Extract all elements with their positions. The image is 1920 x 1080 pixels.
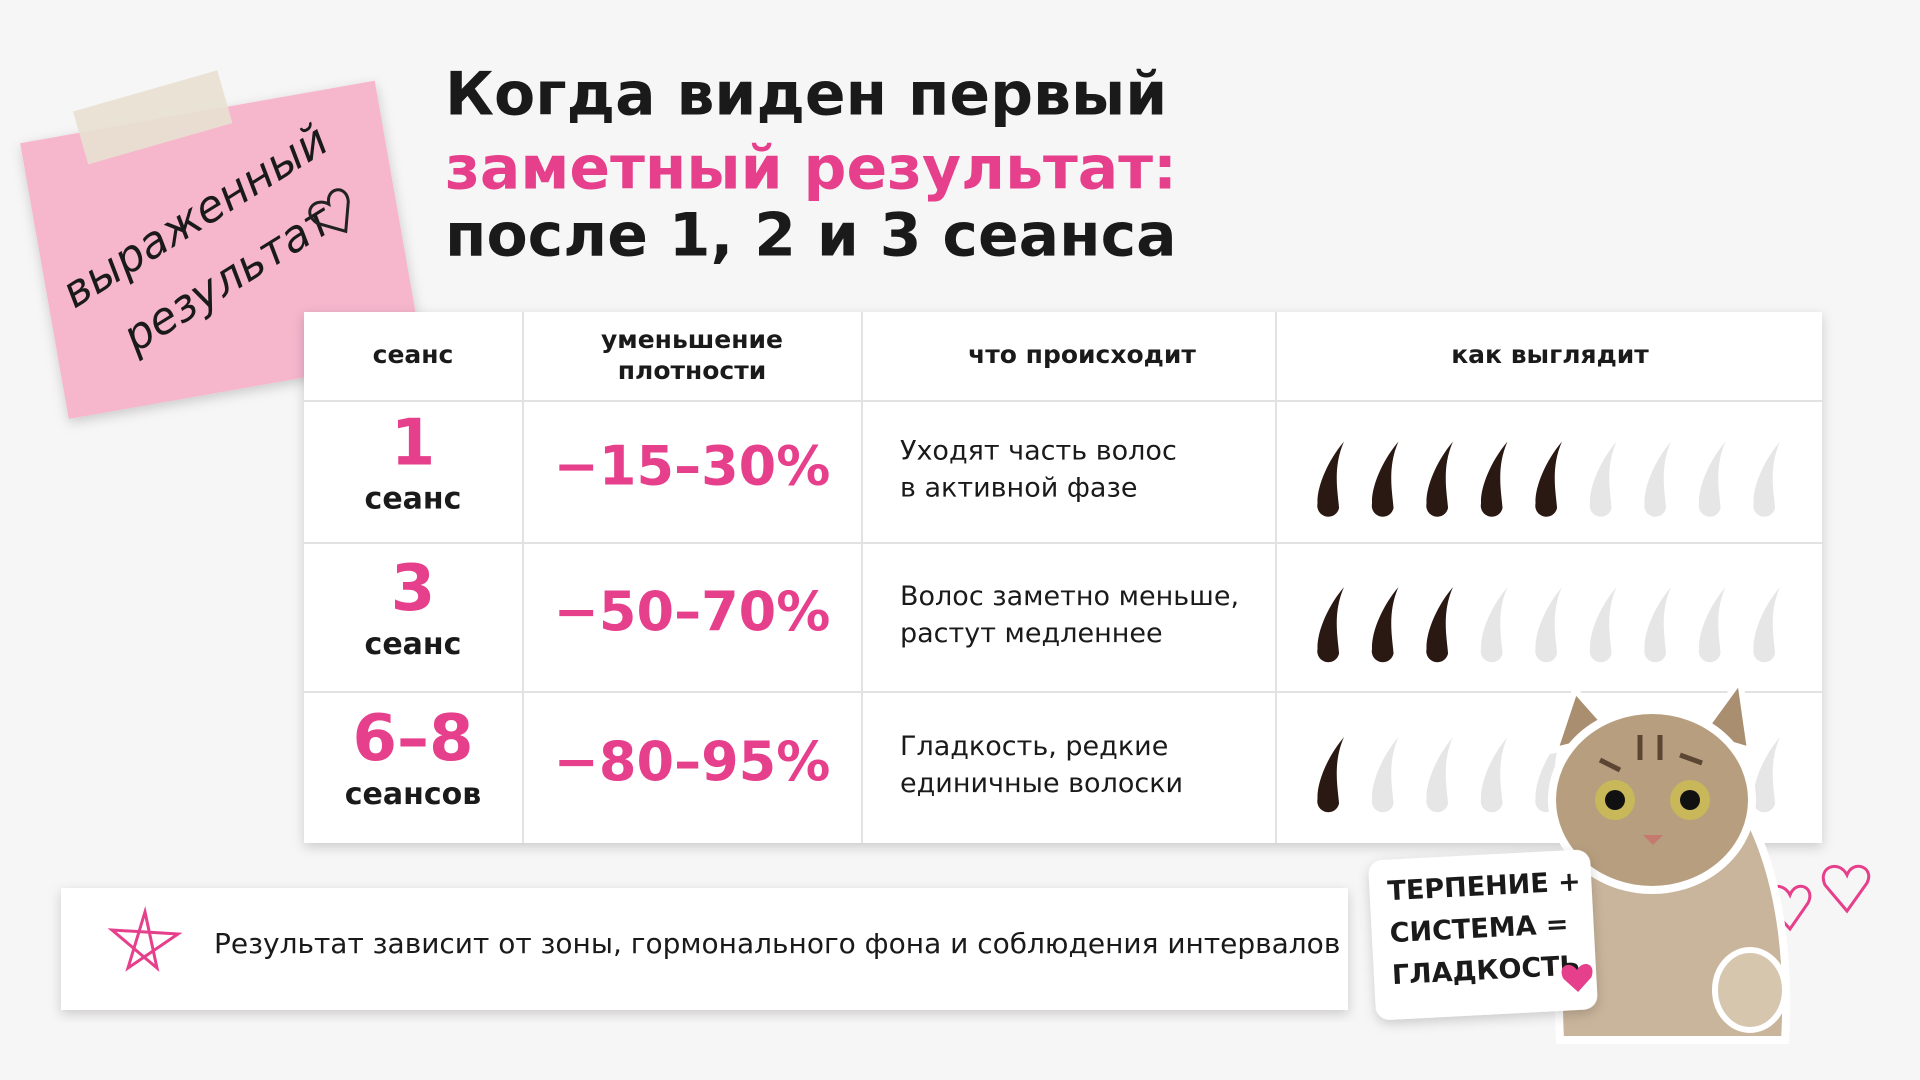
hair-light <box>1589 587 1617 663</box>
heart-doodle <box>1764 884 1812 932</box>
description: Волос заметно меньше, <box>900 581 1239 612</box>
heart-icon <box>1561 963 1593 992</box>
note-paper <box>61 888 1348 1010</box>
hair-dark <box>1426 587 1453 663</box>
hair-dark <box>1426 441 1453 517</box>
reduction: −80–95% <box>554 730 831 793</box>
column-header: плотности <box>618 356 767 385</box>
description: Гладкость, редкие <box>900 731 1168 762</box>
star-doodle <box>107 906 183 972</box>
reduction: −15–30% <box>554 435 831 498</box>
hair-dark <box>1317 441 1344 517</box>
description: Уходят часть волос <box>900 436 1177 467</box>
title-highlight: заметный результат: <box>445 134 1177 204</box>
hair-dark <box>1317 737 1344 813</box>
hair-light <box>1644 587 1671 663</box>
heart-doodle <box>1821 864 1871 914</box>
hair-light <box>1644 441 1671 517</box>
session-unit: сеанс <box>365 627 462 662</box>
badge-paper <box>1368 849 1598 1020</box>
badge: ТЕРПЕНИЕ + СИСТЕМА = ГЛАДКОСТЬ <box>1368 849 1598 1020</box>
hair-light <box>1371 737 1399 813</box>
note-text: Результат зависит от зоны, гормонального… <box>214 927 1340 960</box>
description: в активной фазе <box>900 473 1137 504</box>
hair-light <box>1698 441 1726 517</box>
session-number: 3 <box>391 552 436 626</box>
column-header: что происходит <box>968 340 1196 369</box>
hair-dark <box>1317 587 1344 663</box>
reduction: −50–70% <box>554 580 831 643</box>
hair-light <box>1698 587 1726 663</box>
hair-light <box>1480 737 1508 813</box>
hair-light <box>1753 737 1780 813</box>
hair-dark <box>1480 441 1508 517</box>
session-number: 6–8 <box>352 702 473 776</box>
title-line: Когда виден первый <box>445 60 1167 130</box>
heart-doodle <box>308 188 350 234</box>
tape <box>73 70 233 165</box>
description: растут медленнее <box>900 618 1163 649</box>
hair-dark <box>1535 441 1562 517</box>
note: Результат зависит от зоны, гормонального… <box>61 888 1348 1010</box>
description: единичные волоски <box>900 768 1183 799</box>
session-unit: сеансов <box>345 777 481 812</box>
column-header: сеанс <box>373 340 454 369</box>
cat-illustration <box>1548 672 1791 1044</box>
session-unit: сеанс <box>365 482 462 517</box>
hair-light <box>1753 441 1780 517</box>
hair-light <box>1426 737 1453 813</box>
hair-dark <box>1371 587 1399 663</box>
title-line: после 1, 2 и 3 сеанса <box>445 201 1177 271</box>
hair-light <box>1480 587 1508 663</box>
column-header: как выглядит <box>1451 340 1649 369</box>
column-header: уменьшение <box>601 325 783 354</box>
session-number: 1 <box>391 407 436 481</box>
hair-light <box>1589 441 1617 517</box>
hair-light <box>1535 587 1562 663</box>
hair-dark <box>1371 441 1399 517</box>
hair-light <box>1753 587 1780 663</box>
